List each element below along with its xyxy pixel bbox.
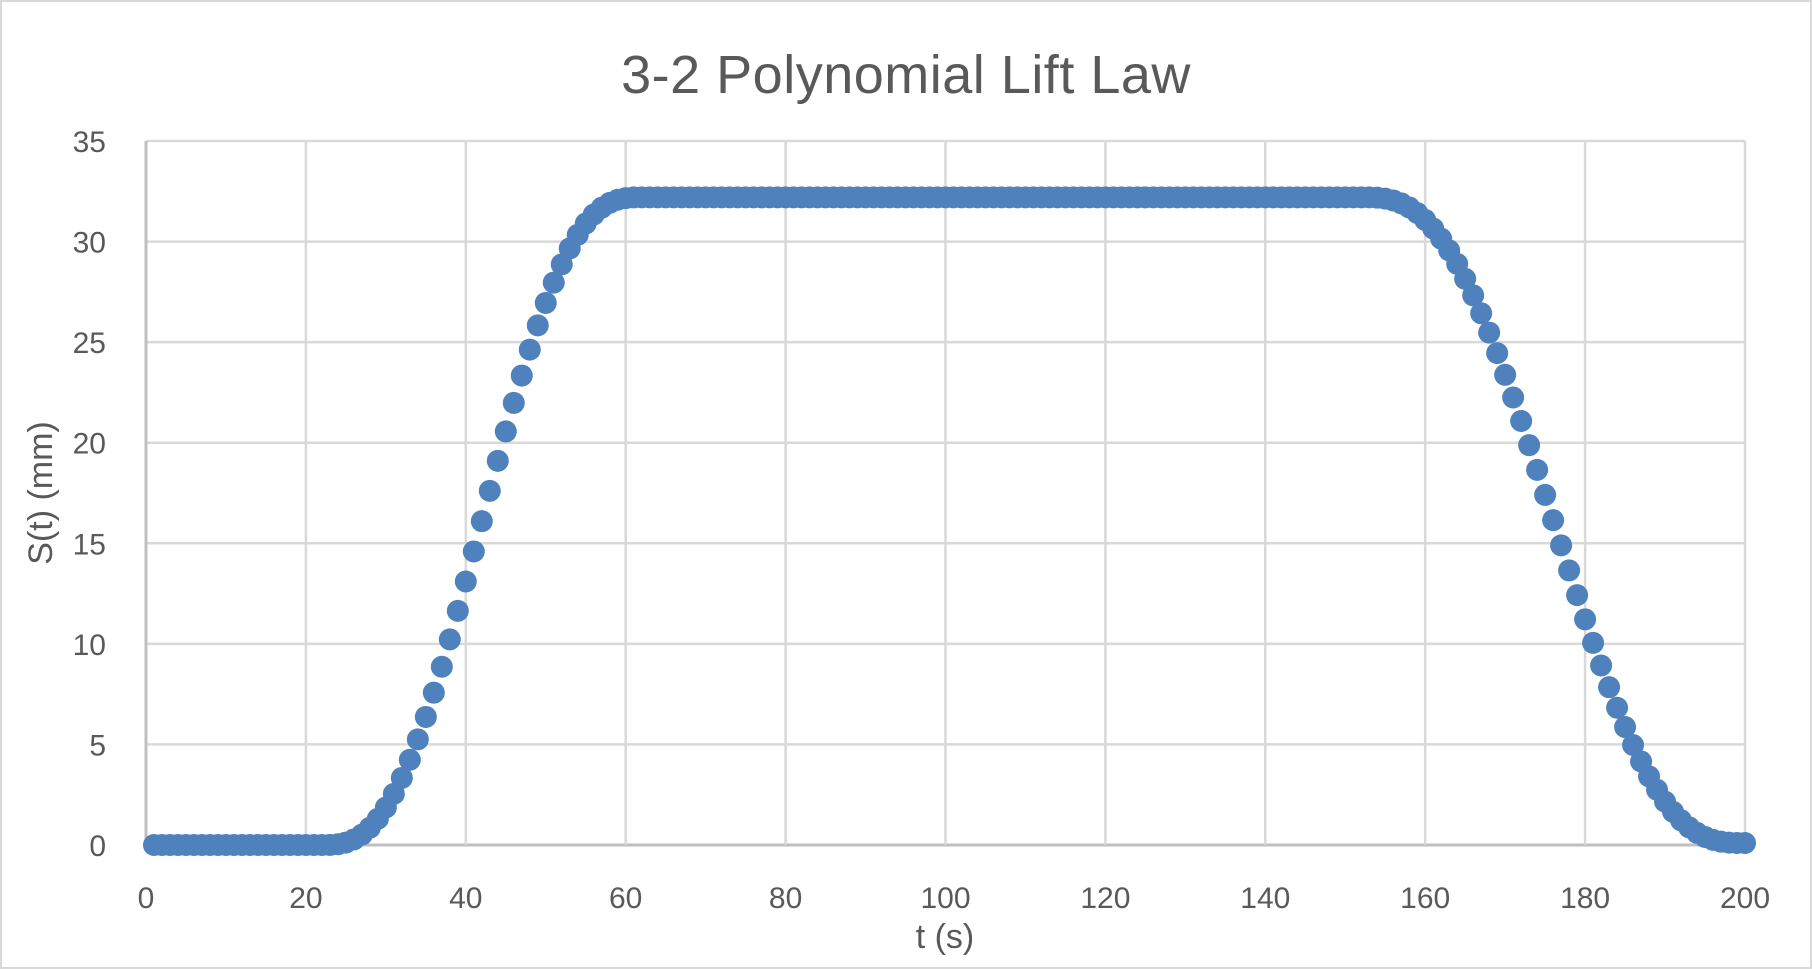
x-tick-label: 60 [609, 882, 642, 915]
data-point [1486, 342, 1509, 365]
x-tick-label: 40 [449, 882, 482, 915]
x-tick-label: 0 [138, 882, 155, 915]
data-point [1478, 321, 1501, 344]
data-point [1582, 631, 1605, 654]
data-point [422, 681, 445, 704]
data-point [1534, 483, 1557, 506]
data-point [1510, 409, 1533, 432]
data-point [1574, 608, 1597, 631]
data-point [1494, 363, 1517, 386]
data-point [1470, 302, 1493, 325]
data-point [1606, 696, 1629, 719]
data-point [1566, 584, 1589, 607]
chart-title: 3-2 Polynomial Lift Law [621, 45, 1191, 105]
data-point [446, 599, 469, 622]
data-point [454, 570, 477, 593]
x-tick-label: 120 [1080, 882, 1130, 915]
x-tick-label: 200 [1720, 882, 1770, 915]
data-point [1622, 733, 1645, 756]
data-point [526, 314, 549, 337]
x-tick-label: 80 [769, 882, 802, 915]
y-axis-label: S(t) (mm) [22, 421, 60, 565]
gridlines [144, 139, 1747, 847]
y-tick-label: 0 [89, 830, 106, 863]
data-point [1454, 267, 1477, 290]
x-axis-ticks: 0 20 40 60 80 100 120 140 160 180 200 [138, 882, 1770, 915]
data-point [1598, 676, 1621, 699]
x-tick-label: 100 [920, 882, 970, 915]
x-tick-label: 180 [1560, 882, 1610, 915]
data-point [486, 449, 509, 472]
x-axis-label: t (s) [916, 918, 975, 956]
data-point [1614, 716, 1637, 739]
data-point [1590, 654, 1613, 677]
data-point [430, 655, 453, 678]
data-point [518, 338, 541, 361]
data-point [1550, 534, 1573, 557]
data-point [510, 364, 533, 387]
y-tick-label: 30 [73, 227, 106, 260]
data-point [1558, 559, 1581, 582]
data-point [1734, 831, 1756, 854]
y-tick-label: 25 [73, 327, 106, 360]
y-tick-label: 5 [89, 729, 106, 762]
data-point [1526, 458, 1549, 481]
data-series-points [142, 186, 1756, 856]
data-point [390, 766, 413, 789]
x-tick-label: 140 [1240, 882, 1290, 915]
y-tick-label: 15 [73, 528, 106, 561]
data-point [470, 510, 493, 533]
data-point [438, 628, 461, 651]
data-point [462, 540, 485, 563]
data-point [1518, 434, 1541, 457]
data-point [542, 271, 565, 294]
data-point [1542, 509, 1565, 532]
data-point [534, 291, 557, 314]
x-tick-label: 160 [1400, 882, 1450, 915]
y-tick-label: 10 [73, 629, 106, 662]
data-point [1462, 284, 1485, 307]
data-point [494, 420, 517, 443]
y-tick-label: 35 [73, 126, 106, 159]
data-point [502, 391, 525, 414]
data-point [398, 748, 421, 771]
y-tick-label: 20 [73, 428, 106, 461]
x-tick-label: 20 [289, 882, 322, 915]
data-point [1502, 386, 1525, 409]
data-point [406, 728, 429, 751]
data-point [414, 705, 437, 728]
data-point [478, 479, 501, 502]
y-axis-ticks: 0 5 10 15 20 25 30 35 [73, 126, 106, 863]
